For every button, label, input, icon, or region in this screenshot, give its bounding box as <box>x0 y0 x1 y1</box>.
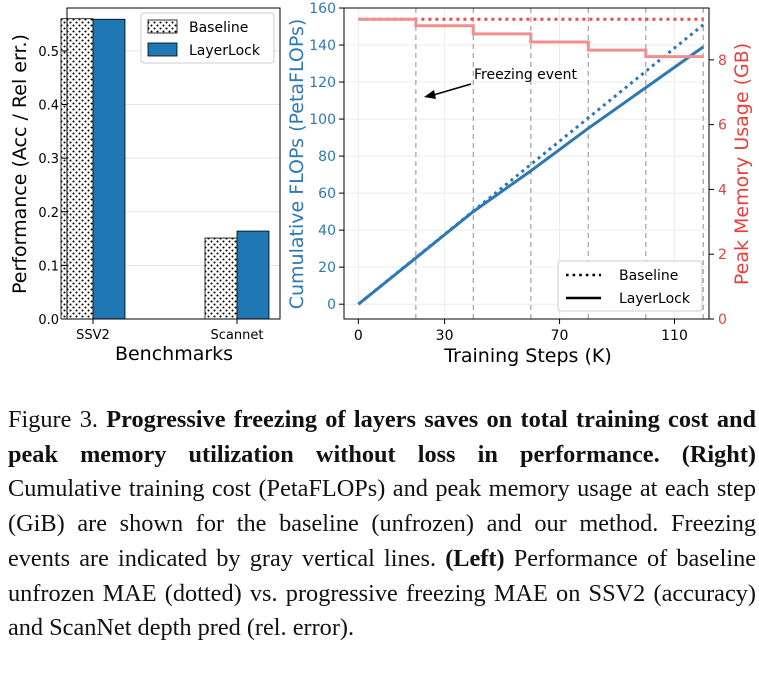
bar-layerlock-scannet <box>236 230 270 320</box>
caption-right-text: Cumulative training cost (PetaFLOPs) and… <box>8 475 756 572</box>
right-y-axis-label-left: Cumulative FLOPs (PetaFLOPs) <box>286 19 308 310</box>
right-x-axis-label: Training Steps (K) <box>443 345 612 367</box>
left-y-axis-label: Performance (Acc / Rel err.) <box>9 34 31 294</box>
annotation-arrow-head <box>424 90 436 99</box>
annotation-label: Freezing event <box>474 67 578 83</box>
freezing-event-annotation: Freezing event <box>424 67 578 99</box>
right-x-tick-label: 30 <box>436 328 454 344</box>
left-y-tick-label: 0.3 <box>38 152 59 167</box>
right-y-tick-label-left: 20 <box>318 260 336 276</box>
right-y-tick-label-left: 140 <box>309 38 336 54</box>
right-y-tick-label-left: 60 <box>318 186 336 202</box>
left-y-tick-label: 0.4 <box>38 99 59 114</box>
legend-swatch-layerlock <box>147 42 178 57</box>
caption-left-text: Performance of baseline unfrozen MAE (do… <box>8 544 757 642</box>
right-y-tick-label-left: 0 <box>327 297 336 313</box>
right-x-tick-label: 110 <box>661 328 688 344</box>
left-y-tick-label: 0.5 <box>38 45 59 60</box>
left-y-tick-label: 0.0 <box>38 313 59 328</box>
left-y-tick-label: 0.2 <box>38 206 59 221</box>
bar-baseline-scannet <box>204 237 238 320</box>
left-y-tick-label: 0.1 <box>38 259 59 274</box>
right-x-tick-label: 70 <box>551 328 569 344</box>
left-x-tick-label: Scannet <box>211 328 264 343</box>
caption-label: Figure 3. <box>8 406 98 433</box>
right-y-tick-label-left: 40 <box>318 223 336 239</box>
right-y-axis-label-right: Peak Memory Usage (GB) <box>731 43 753 285</box>
caption-left-tag: (Left) <box>445 544 505 572</box>
series-layerlock-memory <box>358 17 704 59</box>
figure-3: 0.0 0.1 0.2 0.3 0.4 0.5 SSV2 Scannet Performan… <box>9 1 753 367</box>
right-y-tick-label-left: 100 <box>309 112 336 128</box>
right-y-tick-label-left: 80 <box>318 149 336 165</box>
caption-title: Progressive freezing of layers saves on … <box>8 406 756 468</box>
left-x-tick-label: SSV2 <box>76 328 110 343</box>
legend-label-baseline: Baseline <box>189 20 248 36</box>
bar-chart: 0.0 0.1 0.2 0.3 0.4 0.5 SSV2 Scannet Performan… <box>9 7 281 365</box>
right-legend: Baseline LayerLock <box>557 260 703 312</box>
series-layerlock-flops <box>357 45 705 306</box>
right-y-tick-label-right: 2 <box>718 247 727 263</box>
caption-right-tag: (Right) <box>681 440 756 468</box>
legend-label-layerlock: LayerLock <box>189 43 261 59</box>
bar-layerlock-ssv2 <box>92 18 126 320</box>
right-plot-frame <box>343 7 710 320</box>
left-plot-frame <box>66 7 281 320</box>
left-legend: Baseline LayerLock <box>140 12 275 64</box>
right-y-tick-label-right: 0 <box>718 312 727 328</box>
line-chart: 0 20 40 60 80 100 120 140 160 0 2 4 6 8 0 30 70 110 Cum… <box>286 1 753 367</box>
right-y-tick-label-right: 4 <box>718 182 727 198</box>
right-y-tick-label-left: 120 <box>309 75 336 91</box>
right-y-tick-label-right: 8 <box>718 53 727 69</box>
bar-baseline-ssv2 <box>60 18 94 320</box>
right-y-tick-label-left: 160 <box>309 1 336 17</box>
left-x-axis-label: Benchmarks <box>115 343 233 365</box>
figure-caption: Figure 3. Progressive freezing of layers… <box>8 403 756 646</box>
legend-swatch-baseline <box>147 19 178 34</box>
right-x-tick-label: 0 <box>354 328 363 344</box>
right-y-tick-label-right: 6 <box>718 118 727 134</box>
legend-label-layerlock: LayerLock <box>619 291 691 307</box>
legend-label-baseline: Baseline <box>619 268 678 284</box>
